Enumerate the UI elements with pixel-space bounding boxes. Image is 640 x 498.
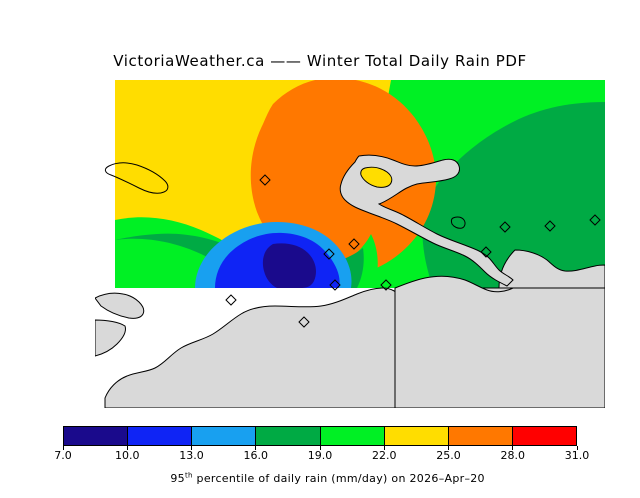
colorbar-tickmark-7 <box>448 446 449 450</box>
diamond-marker[interactable] <box>499 221 511 233</box>
east-coast-shelf <box>394 270 605 408</box>
caption-rest: percentile of daily rain (mm/day) on 202… <box>192 472 485 485</box>
contour-band-navy-core <box>262 243 316 288</box>
diamond-marker[interactable] <box>480 246 492 258</box>
caption-prefix: 95 <box>170 472 185 485</box>
diamond-marker[interactable] <box>329 279 341 291</box>
colorbar-band-6[interactable] <box>384 427 449 445</box>
colorbar-ticklabel-5: 19.0 <box>307 449 333 462</box>
offshore-island-outline <box>104 162 169 194</box>
colorbar-band-1[interactable] <box>64 427 129 445</box>
page-title: VictoriaWeather.ca —— Winter Total Daily… <box>113 52 527 70</box>
diamond-marker[interactable] <box>323 248 335 260</box>
colorbar-band-3[interactable] <box>192 427 257 445</box>
diamond-marker[interactable] <box>225 294 237 306</box>
colorbar-ticklabel-8: 28.0 <box>500 449 526 462</box>
contour-band-dark-green-east <box>422 102 605 288</box>
station-marker-layer[interactable] <box>225 171 605 338</box>
landmass-layer <box>95 154 605 408</box>
colorbar-tickmark-1 <box>62 446 64 450</box>
weather-map-page: VictoriaWeather.ca —— Winter Total Daily… <box>54 52 605 485</box>
diamond-marker[interactable] <box>380 279 392 291</box>
diamond-marker[interactable] <box>544 220 556 232</box>
colorbar-tickmark-9 <box>576 446 578 450</box>
west-landmass <box>95 292 145 319</box>
colorbar-band-5[interactable] <box>320 427 385 445</box>
colorbar-tickmark-2 <box>126 446 128 450</box>
colorbar-band-8[interactable] <box>512 427 576 445</box>
colorbar-bands[interactable] <box>63 426 577 446</box>
colorbar-tickmark-4 <box>255 446 257 450</box>
peninsula-inlet <box>360 166 393 188</box>
colorbar-tickmark-8 <box>512 446 514 450</box>
central-peninsula <box>339 154 514 287</box>
colorbar-tickmark-3 <box>191 446 192 450</box>
caption-superscript: th <box>184 471 193 480</box>
colorbar-band-7[interactable] <box>448 427 513 445</box>
colorbar-ticklabel-9: 31.0 <box>564 449 590 462</box>
contour-map-svg <box>95 80 605 408</box>
diamond-marker[interactable] <box>259 174 271 186</box>
colorbar-ticklabel-1: 7.0 <box>54 449 72 462</box>
diamond-marker[interactable] <box>589 214 601 226</box>
diamond-marker[interactable] <box>348 238 360 250</box>
colorbar-ticks: 7.0 10.0 13.0 16.0 19.0 22.0 25.0 28.0 31.0 <box>54 446 589 462</box>
colorbar-tickmark-5 <box>319 446 321 450</box>
diamond-marker[interactable] <box>298 316 310 328</box>
west-landmass-strip <box>95 319 126 357</box>
colorbar-ticklabel-7: 25.0 <box>436 449 461 462</box>
colorbar-ticklabel-6: 22.0 <box>372 449 397 462</box>
colorbar-tickmark-6 <box>383 446 385 450</box>
colorbar-ticklabel-4: 16.0 <box>243 449 269 462</box>
colorbar-ticklabel-2: 10.0 <box>115 449 140 462</box>
northeast-shelf <box>498 249 605 289</box>
colorbar-caption: 95th percentile of daily rain (mm/day) o… <box>0 459 640 498</box>
map-plot-area[interactable] <box>95 80 605 408</box>
colorbar[interactable] <box>63 426 577 446</box>
colorbar-ticklabel-3: 13.0 <box>179 449 204 462</box>
small-island-outline <box>450 216 466 229</box>
colorbar-band-2[interactable] <box>128 427 193 445</box>
colorbar-band-4[interactable] <box>256 427 321 445</box>
